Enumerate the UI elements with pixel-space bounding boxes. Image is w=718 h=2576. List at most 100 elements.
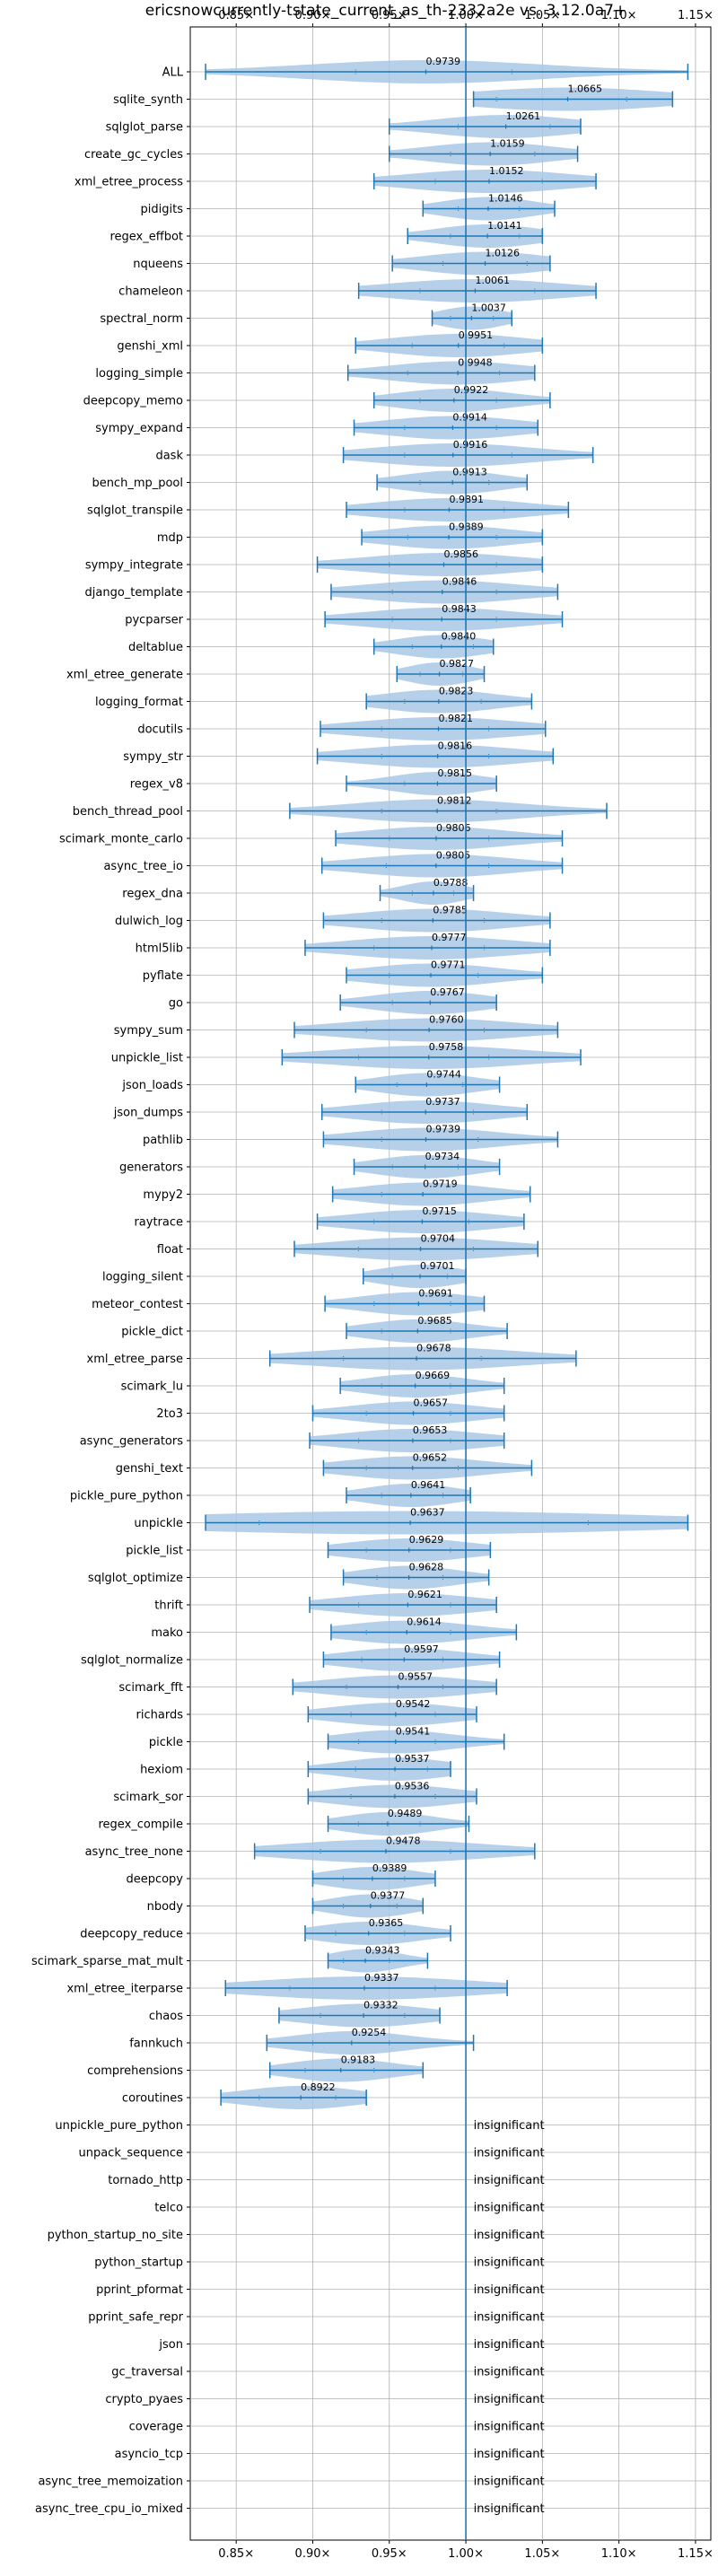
median-value-label: 0.9771 [431, 959, 466, 971]
x-tick-label-top: 0.95× [372, 9, 407, 22]
median-value-label: 0.9641 [411, 1479, 446, 1491]
x-tick-label-top: 1.10× [601, 9, 637, 22]
category-label: nbody [147, 1900, 184, 1914]
category-label: dask [155, 450, 183, 463]
median-value-label: 0.9542 [396, 1698, 431, 1710]
median-value-label: 0.9840 [442, 631, 477, 643]
median-value-label: 0.9389 [372, 1862, 407, 1874]
category-label: tornado_http [108, 2174, 183, 2187]
category-label: hexiom [140, 1764, 183, 1777]
category-label: 2to3 [156, 1407, 183, 1421]
median-value-label: 0.9815 [438, 767, 473, 779]
median-value-label: 0.9669 [416, 1370, 451, 1381]
median-value-label: 1.0665 [568, 83, 603, 95]
median-value-label: 0.9678 [416, 1343, 451, 1354]
category-label: deepcopy [126, 1873, 183, 1887]
x-tick-label-bottom: 0.95× [372, 2547, 407, 2561]
category-label: gc_traversal [111, 2366, 183, 2379]
median-value-label: 1.0146 [488, 193, 523, 205]
x-tick-label-top: 0.85× [218, 9, 254, 22]
category-label: crypto_pyaes [105, 2393, 183, 2406]
category-label: sqlglot_transpile [87, 504, 183, 518]
category-label: docutils [137, 723, 183, 737]
category-label: create_gc_cycles [84, 148, 183, 162]
category-label: unpickle [134, 1517, 183, 1530]
category-label: sympy_str [123, 750, 183, 764]
median-value-label: 1.0061 [475, 275, 510, 286]
category-label: logging_silent [102, 1271, 183, 1284]
insignificant-label: insignificant [474, 2502, 545, 2516]
median-value-label: 0.9628 [409, 1562, 444, 1573]
median-value-label: 0.9629 [409, 1534, 444, 1546]
median-value-label: 0.9377 [371, 1890, 406, 1902]
median-value-label: 0.9948 [458, 357, 493, 369]
category-label: raytrace [134, 1216, 183, 1230]
category-label: pickle_pure_python [70, 1490, 183, 1503]
insignificant-label: insignificant [474, 2202, 545, 2215]
median-value-label: 0.9816 [438, 740, 473, 752]
category-label: json [158, 2338, 183, 2352]
median-value-label: 0.9685 [417, 1315, 452, 1327]
category-label: spectral_norm [100, 312, 183, 326]
median-value-label: 0.9951 [459, 329, 494, 341]
category-label: deepcopy_reduce [80, 1928, 183, 1941]
category-label: go [169, 997, 183, 1011]
insignificant-label: insignificant [474, 2421, 545, 2434]
category-label: deepcopy_memo [83, 395, 183, 408]
median-value-label: 0.9843 [442, 603, 477, 615]
median-value-label: 0.9913 [452, 467, 487, 478]
plot-frame [189, 26, 712, 2541]
category-label: chaos [149, 2010, 183, 2023]
median-value-label: 0.9657 [414, 1398, 449, 1409]
category-label: genshi_text [116, 1462, 183, 1476]
category-label: xml_etree_generate [66, 669, 183, 682]
median-value-label: 0.9922 [454, 384, 489, 396]
x-tick-label-bottom: 1.10× [601, 2547, 637, 2561]
category-label: pathlib [143, 1134, 183, 1147]
category-label: xml_etree_iterparse [66, 1983, 183, 1996]
category-label: pycparser [125, 614, 183, 627]
category-label: ALL [162, 66, 184, 80]
category-label: asyncio_tcp [115, 2448, 183, 2461]
insignificant-label: insignificant [474, 2338, 545, 2352]
category-label: pprint_safe_repr [88, 2311, 183, 2325]
insignificant-label: insignificant [474, 2119, 545, 2133]
median-value-label: 0.9557 [398, 1671, 433, 1683]
category-label: html5lib [136, 942, 183, 956]
median-value-label: 0.9823 [439, 686, 474, 697]
median-value-label: 0.9652 [413, 1452, 448, 1464]
median-value-label: 0.9183 [341, 2055, 376, 2066]
category-label: scimark_fft [118, 1681, 183, 1695]
category-label: python_startup [94, 2256, 183, 2270]
category-label: async_tree_io [103, 860, 183, 873]
category-label: nqueens [133, 258, 183, 271]
category-label: sympy_integrate [85, 559, 183, 573]
median-value-label: 1.0261 [506, 110, 541, 122]
category-label: pyflate [143, 969, 183, 983]
category-label: pickle_list [126, 1545, 183, 1558]
category-label: json_loads [121, 1079, 183, 1092]
median-value-label: 0.9536 [395, 1781, 430, 1792]
insignificant-label: insignificant [474, 2448, 545, 2461]
category-label: json_dumps [113, 1107, 183, 1120]
median-value-label: 0.9805 [436, 850, 471, 862]
median-value-label: 0.9760 [429, 1014, 464, 1026]
insignificant-label: insignificant [474, 2229, 545, 2242]
category-label: bench_thread_pool [73, 805, 183, 819]
category-label: logging_simple [95, 367, 183, 381]
category-label: mako [151, 1626, 183, 1640]
category-label: xml_etree_process [74, 176, 183, 189]
median-value-label: 0.9691 [418, 1288, 453, 1300]
median-value-label: 1.0152 [489, 165, 524, 177]
median-value-label: 0.9653 [413, 1424, 448, 1436]
category-label: generators [119, 1161, 183, 1175]
insignificant-label: insignificant [474, 2256, 545, 2270]
category-label: sqlite_synth [113, 93, 183, 107]
median-value-label: 0.9806 [436, 822, 471, 834]
category-label: regex_effbot [109, 231, 183, 244]
category-label: regex_v8 [130, 778, 183, 792]
category-label: scimark_sparse_mat_mult [31, 1955, 183, 1968]
median-value-label: 1.0126 [486, 248, 521, 259]
category-label: thrift [154, 1599, 183, 1613]
category-label: pidigits [141, 203, 184, 216]
